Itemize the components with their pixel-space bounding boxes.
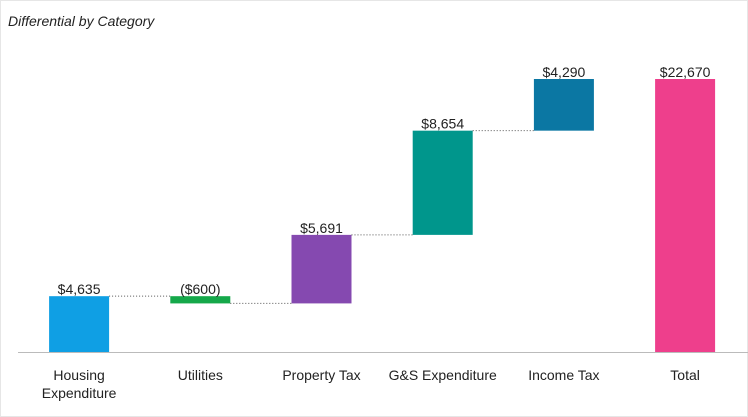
chart-title: Differential by Category xyxy=(8,13,155,29)
x-tick-label: Housing Expenditure xyxy=(41,367,117,401)
value-label: $8,654 xyxy=(421,116,464,132)
x-tick-label: G&S Expenditure xyxy=(388,367,497,383)
value-label: $22,670 xyxy=(660,64,711,80)
bar xyxy=(170,296,231,304)
bar xyxy=(655,79,716,352)
bar xyxy=(533,79,594,131)
value-label: ($600) xyxy=(180,281,220,297)
value-label: $4,635 xyxy=(58,281,101,297)
x-tick-label: Income Tax xyxy=(528,367,600,383)
bar xyxy=(291,234,352,304)
value-label: $4,290 xyxy=(542,64,585,80)
bar xyxy=(49,296,110,352)
bar xyxy=(412,130,473,235)
value-label: $5,691 xyxy=(300,220,343,236)
x-tick-label: Property Tax xyxy=(282,367,361,383)
x-tick-label: Total xyxy=(670,367,700,383)
x-tick-label: Utilities xyxy=(177,367,223,383)
